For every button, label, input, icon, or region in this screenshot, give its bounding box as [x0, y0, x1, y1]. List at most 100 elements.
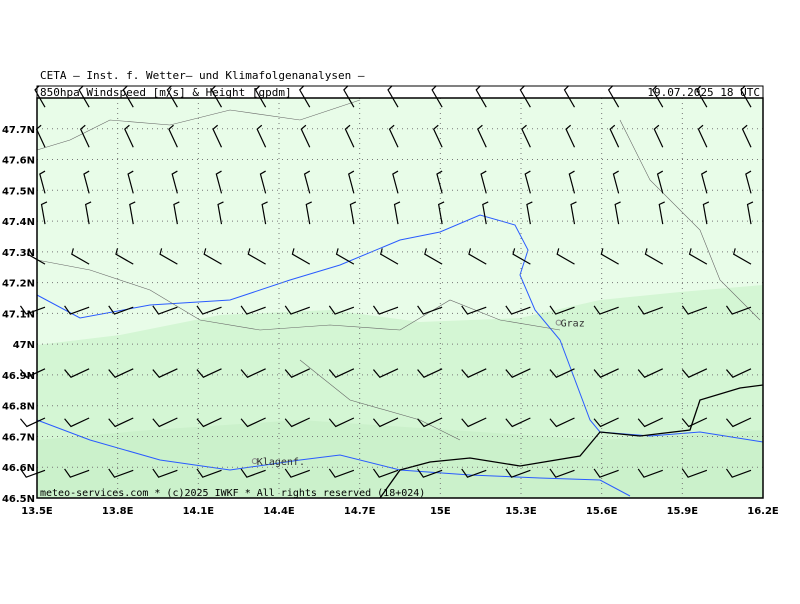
wind-barb	[600, 248, 619, 265]
wind-barb	[436, 170, 443, 194]
wind-barb	[240, 305, 266, 315]
wind-barb	[656, 170, 664, 194]
y-tick-label: 47N	[13, 340, 35, 351]
wind-barb	[609, 124, 620, 148]
wind-barb	[688, 248, 708, 265]
wind-barb	[284, 468, 310, 478]
wind-barb	[658, 201, 665, 225]
x-tick-label: 14.4E	[263, 506, 295, 517]
wind-barb	[79, 124, 90, 148]
wind-barb	[505, 417, 531, 428]
wind-barb	[259, 170, 267, 194]
x-tick-label: 15E	[430, 506, 451, 517]
wind-barb	[393, 201, 401, 225]
wind-barb	[84, 201, 92, 225]
wind-barb	[468, 248, 487, 265]
wind-barb	[563, 85, 576, 108]
wind-barb	[203, 248, 222, 265]
wind-barb	[521, 124, 531, 148]
wind-barb	[607, 85, 620, 108]
wind-barb	[152, 468, 178, 478]
wind-barb	[196, 417, 222, 428]
wind-barb	[392, 170, 399, 194]
y-tick-label: 46.6N	[2, 463, 35, 474]
wind-barb	[129, 201, 136, 225]
wind-barb	[196, 305, 222, 315]
wind-barb	[64, 417, 90, 428]
wind-barb	[215, 170, 223, 194]
wind-barb	[196, 468, 222, 478]
wind-barb	[348, 170, 355, 194]
wind-barb	[482, 201, 489, 225]
y-tick-label: 46.8N	[2, 402, 35, 413]
wind-barb	[26, 248, 46, 265]
wind-barb	[261, 201, 268, 225]
wind-barb	[637, 468, 663, 478]
wind-barb	[108, 305, 134, 315]
wind-barb	[19, 368, 46, 378]
wind-barb	[240, 468, 266, 478]
zone-dark	[37, 420, 763, 498]
wind-barb	[475, 85, 487, 108]
wind-barb	[159, 248, 178, 265]
wind-barb	[480, 170, 487, 194]
valid-time: 19.07.2025 18 UTC	[647, 86, 760, 99]
wind-barb	[284, 305, 310, 315]
wind-barb	[653, 124, 664, 148]
wind-barb	[240, 417, 266, 428]
wind-barb	[417, 305, 443, 315]
wind-barb	[328, 417, 355, 428]
wind-barb	[637, 417, 664, 428]
wind-barb	[593, 368, 619, 378]
wind-barb	[593, 468, 619, 478]
wind-barb	[19, 417, 46, 428]
wind-barb	[681, 368, 708, 378]
wind-barb	[681, 468, 708, 478]
wind-barb	[565, 124, 576, 148]
y-tick-label: 47.3N	[2, 248, 35, 259]
y-tick-label: 47.2N	[2, 279, 35, 290]
city-label: Klagenf.	[257, 457, 305, 468]
wind-barb	[115, 248, 134, 265]
wind-barb	[725, 417, 752, 428]
y-tick-label: 46.9N	[2, 371, 35, 382]
wind-barb	[127, 170, 134, 194]
wind-barb	[701, 170, 708, 194]
wind-barb	[417, 417, 443, 428]
wind-barb	[549, 417, 575, 428]
wind-barb	[284, 417, 311, 428]
wind-barb	[19, 468, 46, 478]
wind-barb	[210, 85, 223, 108]
wind-barb	[152, 305, 178, 315]
wind-barb	[372, 368, 399, 378]
wind-barb	[526, 201, 533, 225]
wind-barb	[549, 468, 575, 478]
y-tick-label: 47.4N	[2, 217, 35, 228]
wind-barb	[461, 468, 487, 478]
wind-barb	[299, 85, 311, 108]
city-label: Graz	[561, 319, 585, 330]
wind-barb	[247, 248, 266, 265]
wind-barb	[740, 85, 752, 108]
river	[36, 419, 631, 497]
wind-barb	[372, 417, 399, 428]
wind-barb	[461, 368, 487, 378]
wind-barb	[335, 248, 355, 265]
wind-barb	[614, 201, 621, 225]
wind-barb	[725, 305, 752, 315]
wind-barb	[328, 305, 355, 315]
wind-barb	[108, 417, 134, 428]
wind-barb	[122, 85, 134, 108]
wind-barb	[39, 170, 46, 194]
wind-barb	[166, 85, 178, 108]
x-tick-label: 15.6E	[586, 506, 618, 517]
wind-barb	[461, 305, 487, 315]
city-marker	[251, 458, 258, 465]
wind-barb	[291, 248, 311, 265]
cities: Graz Klagenf.	[251, 319, 585, 468]
wind-barb	[644, 248, 664, 265]
river	[36, 214, 764, 443]
wind-barb	[437, 201, 445, 225]
x-tick-label: 14.7E	[344, 506, 376, 517]
